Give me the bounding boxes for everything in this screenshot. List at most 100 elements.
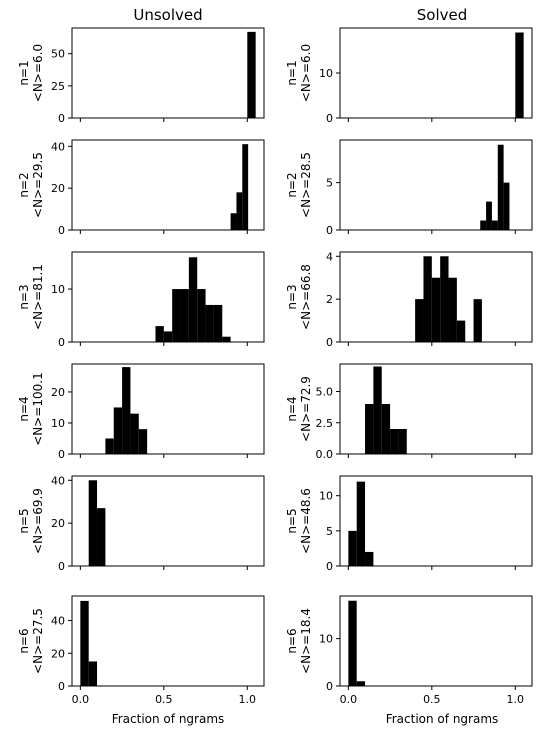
histogram-bar: [365, 404, 374, 454]
histogram-panel-1: 0 25 50 n=1 <N>=6.0: [17, 27, 265, 125]
x-tick-label: 0.0: [340, 693, 358, 706]
panel-label-mean: <N>=28.5: [299, 152, 313, 218]
histogram-panel-3: 0 20 40 n=2 <N>=29.5: [17, 139, 265, 237]
histogram-bar: [503, 182, 510, 230]
y-tick-label: 0: [326, 560, 333, 573]
panel-label-mean: <N>=66.8: [299, 264, 313, 330]
panel-label-mean: <N>=29.5: [31, 152, 45, 218]
y-tick-label: 40: [51, 474, 65, 487]
histogram-bar: [236, 192, 243, 230]
y-tick-label: 10: [319, 633, 333, 646]
histogram-bar: [97, 508, 106, 566]
panel-label-mean: <N>=6.0: [31, 44, 45, 102]
panel-label-n: n=2: [285, 172, 299, 197]
panel-label-n: n=1: [17, 60, 31, 85]
panel-label-n: n=6: [17, 628, 31, 653]
histogram-bar: [415, 299, 424, 342]
x-axis-label-unsolved: Fraction of ngrams: [112, 712, 225, 726]
panel-label-n: n=3: [17, 284, 31, 309]
panel-label-mean: <N>=48.6: [299, 488, 313, 554]
histogram-bar: [247, 31, 256, 118]
plot-frame: [71, 475, 265, 567]
histogram-bar: [155, 326, 164, 342]
panel-label-mean: <N>=81.1: [31, 264, 45, 330]
histogram-bar: [381, 404, 391, 454]
histogram-panel-2: 0 10 n=1 <N>=6.0: [285, 27, 533, 125]
x-tick-label: 1.0: [239, 693, 257, 706]
panel-label-n: n=6: [285, 628, 299, 653]
histogram-bar: [473, 299, 482, 342]
y-tick-label: 20: [51, 517, 65, 530]
y-tick-label: 20: [51, 386, 65, 399]
histogram-bar: [486, 201, 492, 230]
y-tick-label: 0: [58, 224, 65, 237]
y-tick-label: 0: [58, 560, 65, 573]
panel-label-mean: <N>=6.0: [299, 44, 313, 102]
y-tick-label: 0: [326, 112, 333, 125]
panel-label-n: n=5: [17, 508, 31, 533]
histogram-bar: [113, 407, 123, 454]
histogram-panel-5: 0 10 n=3 <N>=81.1: [17, 251, 265, 349]
y-tick-label: 0: [326, 680, 333, 693]
histogram-bar: [172, 289, 181, 342]
y-tick-label: 0: [326, 336, 333, 349]
histogram-bar: [448, 277, 457, 342]
plot-frame: [339, 595, 533, 687]
histogram-panel-4: 0 5 n=2 <N>=28.5: [285, 139, 533, 237]
histogram-bar: [423, 256, 432, 342]
histogram-panel-12: 0 10 0.0 0.5 1.0 n=6 <N>=18.4: [285, 595, 533, 706]
histogram-bar: [88, 661, 98, 686]
plot-frame: [71, 363, 265, 455]
y-tick-label: 20: [51, 182, 65, 195]
histogram-bar: [348, 530, 357, 566]
y-tick-label: 0: [58, 680, 65, 693]
histogram-panel-8: 0.0 2.5 5.0 n=4 <N>=72.9: [285, 363, 533, 461]
histogram-bar: [222, 336, 231, 342]
histogram-bar: [197, 289, 206, 342]
histogram-bar: [230, 213, 237, 230]
plot-frame: [71, 595, 265, 687]
plot-frame: [339, 475, 533, 567]
panel-label-n: n=3: [285, 284, 299, 309]
column-title-unsolved: Unsolved: [133, 6, 202, 24]
histogram-panel-10: 0 5 10 n=5 <N>=48.6: [285, 475, 533, 573]
x-axis-label-solved: Fraction of ngrams: [386, 712, 499, 726]
histogram-bar: [348, 600, 357, 686]
histogram-bar: [88, 480, 98, 566]
y-tick-label: 40: [51, 140, 65, 153]
y-tick-label: 10: [319, 490, 333, 503]
x-tick-label: 0.5: [155, 693, 173, 706]
histogram-panel-11: 0 20 40 0.0 0.5 1.0 n=6 <N>=27.5: [17, 595, 265, 706]
plot-frame: [339, 27, 533, 119]
y-tick-label: 10: [51, 283, 65, 296]
panel-label-mean: <N>=18.4: [299, 608, 313, 674]
panel-label-n: n=5: [285, 508, 299, 533]
y-tick-label: 5: [326, 525, 333, 538]
histogram-bar: [398, 429, 407, 454]
histogram-bar: [390, 429, 399, 454]
y-tick-label: 20: [51, 647, 65, 660]
histogram-bar: [163, 331, 173, 342]
histogram-bar: [105, 438, 114, 454]
panel-label-mean: <N>=69.9: [31, 488, 45, 554]
plot-frame: [71, 27, 265, 119]
panel-label-mean: <N>=72.9: [299, 376, 313, 442]
histogram-bar: [205, 304, 214, 342]
y-tick-label: 2: [326, 293, 333, 306]
plot-frame: [339, 139, 533, 231]
histogram-bar: [213, 304, 223, 342]
histogram-bar: [130, 413, 139, 454]
y-tick-label: 10: [319, 67, 333, 80]
histogram-bar: [491, 220, 498, 230]
histogram-panel-6: 0 2 4 n=3 <N>=66.8: [285, 250, 533, 349]
plot-frame: [339, 363, 533, 455]
histogram-bar: [242, 144, 249, 230]
y-tick-label: 0: [58, 448, 65, 461]
y-tick-label: 0: [58, 112, 65, 125]
histogram-bar: [456, 320, 466, 342]
x-tick-label: 0.5: [423, 693, 441, 706]
y-tick-label: 0: [326, 224, 333, 237]
panel-label-mean: <N>=27.5: [31, 608, 45, 674]
histogram-panel-9: 0 20 40 n=5 <N>=69.9: [17, 474, 265, 573]
y-tick-label: 25: [51, 80, 65, 93]
